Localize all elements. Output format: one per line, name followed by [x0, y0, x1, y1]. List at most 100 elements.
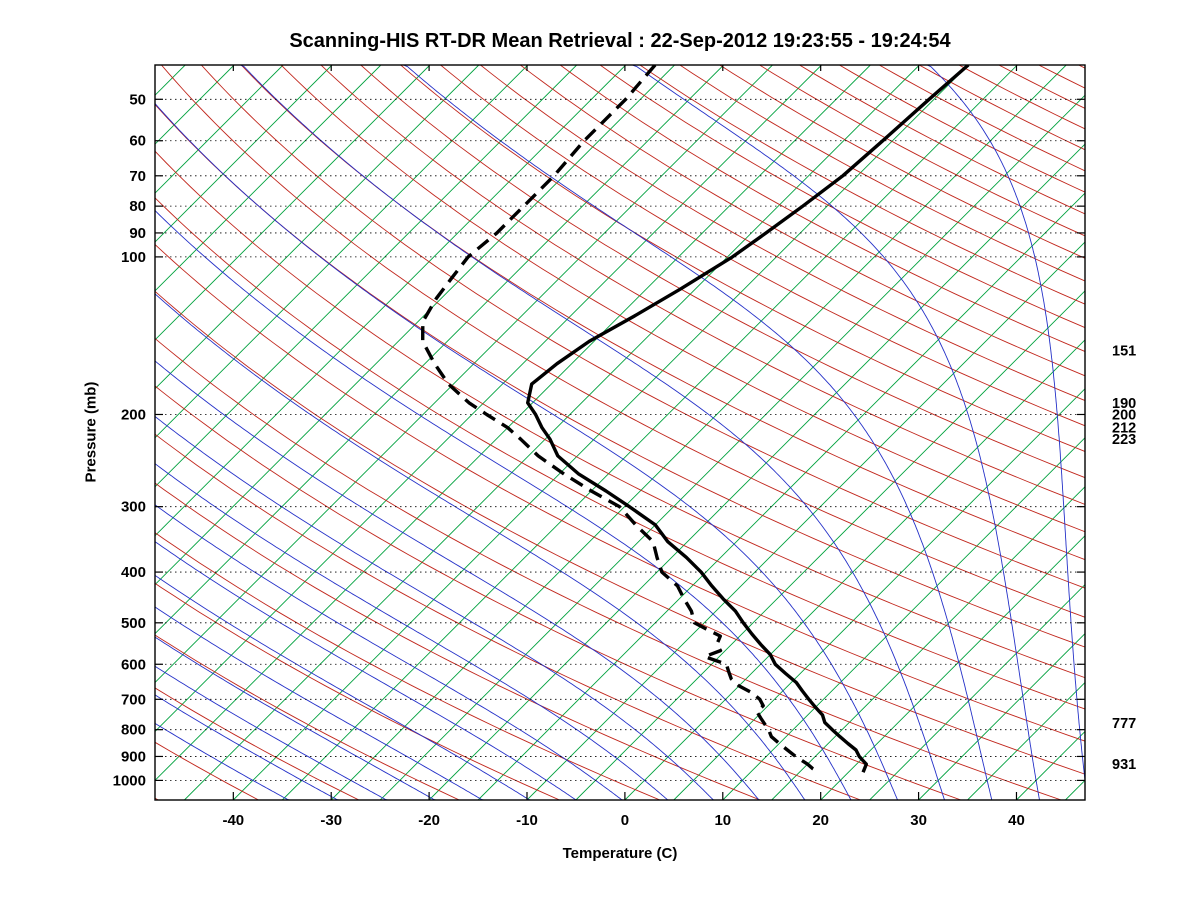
moist-adiabat-line: [155, 463, 669, 800]
moist-adiabat-line: [155, 541, 578, 800]
isotherm-line: [155, 65, 675, 586]
isotherm-line: [379, 94, 1085, 800]
dry-adiabat-line: [1078, 65, 1085, 69]
dry-adiabat-line: [639, 65, 1085, 305]
right-pressure-label: 151: [1112, 344, 1136, 360]
dry-adiabat-line: [155, 243, 1085, 742]
dry-adiabat-line: [200, 65, 1085, 589]
dry-adiabat-line: [559, 65, 1085, 352]
dry-adiabat-line: [679, 65, 1085, 282]
dry-adiabat-line: [155, 634, 460, 800]
isotherm-line: [869, 583, 1085, 800]
isotherm-line: [155, 65, 382, 292]
isotherm-line: [526, 241, 1085, 800]
dry-adiabat-line: [155, 433, 861, 800]
isotherm-line: [155, 65, 529, 439]
pressure-tick-label: 600: [121, 656, 146, 673]
dry-adiabat-line: [719, 65, 1085, 259]
x-axis-label: Temperature (C): [562, 845, 678, 862]
x-tick-label: 10: [714, 812, 731, 829]
pressure-tick-label: 80: [129, 198, 146, 215]
pressure-tick-label: 50: [129, 91, 146, 108]
moist-adiabat-line: [155, 293, 806, 800]
isotherm-line: [155, 65, 724, 635]
right-pressure-label: 777: [1112, 716, 1136, 732]
isotherm-line: [155, 65, 235, 145]
dry-adiabat-line: [155, 337, 1062, 800]
x-tick-label: 20: [812, 812, 829, 829]
isotherm-line: [820, 535, 1085, 800]
pressure-tick-label: 400: [121, 564, 146, 581]
plot-frame: [154, 64, 1086, 801]
isotherm-line: [673, 388, 1085, 800]
pressure-tick-label: 500: [121, 615, 146, 632]
pressure-tick-label: 90: [129, 225, 146, 242]
dry-adiabat-line: [320, 65, 1085, 505]
right-pressure-label: 190: [1112, 396, 1136, 412]
dry-adiabat-line: [520, 65, 1085, 377]
pressure-tick-label: 900: [121, 748, 146, 765]
dry-adiabat-line: [155, 290, 1085, 775]
dry-adiabat-line: [280, 65, 1085, 533]
x-tick-label: 0: [621, 812, 629, 829]
isotherm-line: [155, 65, 822, 733]
x-tick-label: 40: [1008, 812, 1025, 829]
moist-adiabat-line: [155, 102, 899, 800]
isotherm-line: [155, 65, 333, 243]
pressure-tick-label: 70: [129, 168, 146, 185]
isotherm-line: [184, 65, 920, 800]
dry-adiabat-line: [759, 65, 1085, 237]
chart-title: Scanning-HIS RT-DR Mean Retrieval : 22-S…: [289, 30, 951, 52]
moist-adiabat-line: [632, 65, 1041, 800]
moist-adiabat-line: [1180, 65, 1200, 800]
isotherm-line: [477, 192, 1085, 800]
moist-adiabat-line: [155, 504, 624, 800]
pressure-gridlines: [155, 98, 1085, 781]
pressure-tick-label: 300: [121, 499, 146, 516]
moist-adiabat-line: [155, 360, 760, 800]
pressure-tick-label: 1000: [113, 772, 146, 789]
dry-adiabat-line: [161, 65, 1085, 618]
background-reference-lines: [155, 65, 1200, 800]
sounding-profiles: [421, 65, 970, 774]
y-axis-label: Pressure (mb): [82, 381, 100, 483]
moist-adiabat-line: [155, 665, 388, 800]
dry-adiabat-line: [440, 65, 1085, 427]
pressure-tick-label: 60: [129, 133, 146, 150]
x-tick-label: -20: [418, 812, 440, 829]
dry-adiabat-line: [799, 65, 1085, 215]
isotherm-line: [232, 65, 969, 800]
dry-adiabat-line: [155, 687, 360, 800]
x-tick-label: -40: [222, 812, 244, 829]
pressure-tick-label: 800: [121, 722, 146, 739]
dry-adiabat-line: [155, 582, 560, 800]
isotherm-line: [1016, 730, 1085, 800]
x-tick-label: -30: [320, 812, 342, 829]
moist-adiabat-line: [155, 574, 531, 800]
moist-adiabat-line: [240, 65, 946, 800]
isotherm-line: [428, 143, 1085, 800]
dry-adiabat-line: [155, 482, 761, 800]
moist-adiabat-line: [155, 636, 436, 800]
isotherm-line: [771, 486, 1085, 800]
dry-adiabat-line: [480, 65, 1085, 402]
profile-dew_point: [421, 65, 820, 774]
isotherm-line: [155, 65, 480, 390]
dry-adiabat-line: [155, 532, 661, 800]
dry-adiabat-line: [599, 65, 1085, 329]
moist-adiabat-line: [926, 65, 1085, 784]
dry-adiabat-line: [918, 65, 1085, 151]
isotherm-line: [155, 65, 627, 537]
right-pressure-label: 931: [1112, 757, 1136, 773]
right-pressure-label: 223: [1112, 432, 1136, 448]
moist-adiabat-line: [155, 415, 715, 800]
dry-adiabat-line: [879, 65, 1085, 172]
dry-adiabat-line: [155, 197, 1085, 710]
isotherm-line: [330, 65, 1067, 800]
dry-adiabat-line: [400, 65, 1085, 452]
pressure-tick-label: 100: [121, 249, 146, 266]
moist-adiabat-line: [155, 606, 484, 800]
isotherm-line: [722, 437, 1085, 800]
